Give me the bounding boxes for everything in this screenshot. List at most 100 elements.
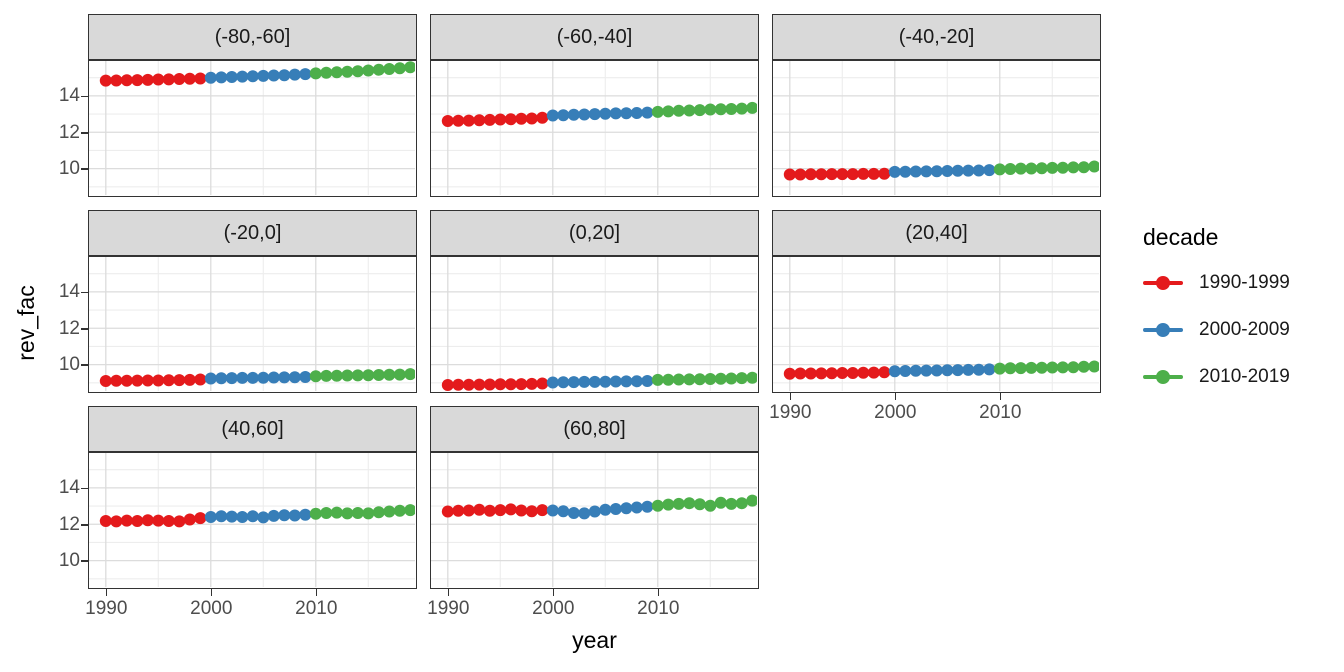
data-point (383, 63, 396, 75)
facet-panel (430, 60, 759, 197)
data-point (993, 163, 1006, 176)
facet-panel (88, 452, 417, 589)
data-point (320, 66, 333, 79)
data-point (951, 164, 964, 177)
y-tick-label: 10 (58, 354, 80, 376)
data-point (504, 113, 517, 126)
data-point (278, 371, 291, 384)
data-point (804, 367, 817, 380)
data-point (494, 113, 507, 126)
data-point (1025, 162, 1038, 175)
data-point (152, 374, 165, 387)
data-point (351, 65, 364, 78)
data-point (609, 107, 622, 120)
data-point (1067, 161, 1080, 174)
data-point (1056, 161, 1069, 174)
x-tick-mark (315, 589, 318, 596)
data-point (515, 112, 528, 125)
data-point (162, 73, 175, 86)
data-point (1035, 361, 1048, 374)
data-point (941, 165, 954, 177)
data-point (152, 514, 165, 527)
data-point (930, 364, 943, 377)
data-point (1088, 160, 1099, 173)
data-point (1004, 163, 1017, 175)
data-point (288, 68, 301, 81)
facet-plot-area (431, 61, 757, 195)
data-point (609, 375, 622, 388)
data-point (693, 104, 706, 117)
data-point (204, 71, 217, 84)
data-point (1035, 162, 1048, 175)
legend-title: decade (1143, 224, 1219, 250)
data-point (393, 504, 406, 517)
facet-strip: (-80,-60] (88, 14, 417, 60)
data-point (578, 507, 591, 520)
data-point (899, 365, 912, 377)
data-point (683, 373, 696, 386)
data-point (683, 497, 696, 510)
x-tick-label: 2010 (295, 598, 338, 619)
data-point (236, 70, 249, 83)
data-point (309, 507, 322, 520)
data-point (567, 108, 580, 121)
facet-plot-area (773, 61, 1099, 195)
data-point (330, 506, 343, 519)
data-point (962, 164, 975, 177)
data-point (383, 505, 396, 518)
data-point (662, 105, 675, 118)
data-point (441, 505, 454, 518)
x-tick-mark (657, 589, 660, 596)
data-point (341, 507, 354, 520)
data-point (867, 366, 880, 379)
legend-key-line-point-icon (1143, 316, 1183, 344)
data-point (393, 368, 406, 381)
data-point (578, 375, 591, 388)
data-point (162, 374, 175, 387)
data-point (825, 367, 838, 380)
data-point (215, 71, 228, 84)
data-point (141, 73, 154, 86)
legend: decade 1990-1999 2000-2009 2010-2019 (1143, 224, 1290, 410)
data-point (746, 371, 757, 384)
data-point (152, 73, 165, 86)
data-point (735, 102, 748, 115)
data-point (588, 108, 601, 121)
data-point (131, 374, 144, 387)
x-tick-label: 1990 (769, 402, 812, 423)
data-point (246, 371, 259, 384)
facet-strip: (60,80] (430, 406, 759, 452)
facet-plot-area (89, 61, 415, 195)
data-point (651, 499, 664, 512)
data-point (662, 498, 675, 511)
x-tick-label: 1990 (427, 598, 470, 619)
facet-strip: (20,40] (772, 210, 1101, 256)
x-tick-mark (105, 589, 108, 596)
data-point (131, 515, 144, 527)
data-point (704, 103, 717, 116)
x-tick-label: 2010 (979, 402, 1022, 423)
data-point (473, 378, 486, 391)
facet-strip: (-60,-40] (430, 14, 759, 60)
data-point (236, 371, 249, 384)
y-tick-label: 10 (58, 158, 80, 180)
data-point (735, 372, 748, 385)
data-point (452, 114, 465, 127)
legend-item: 1990-1999 (1143, 269, 1290, 297)
data-point (1056, 361, 1069, 374)
data-point (641, 500, 654, 513)
data-point (651, 105, 664, 118)
data-point (951, 364, 964, 377)
data-point (1046, 361, 1059, 374)
x-tick-mark (894, 393, 897, 400)
y-tick-mark (81, 364, 88, 366)
data-point (1025, 361, 1038, 374)
data-point (515, 378, 528, 391)
data-point (930, 165, 943, 178)
data-point (1014, 362, 1027, 375)
data-point (909, 165, 922, 178)
data-point (536, 377, 549, 390)
data-point (141, 514, 154, 527)
data-point (257, 511, 270, 524)
data-point (620, 107, 633, 120)
